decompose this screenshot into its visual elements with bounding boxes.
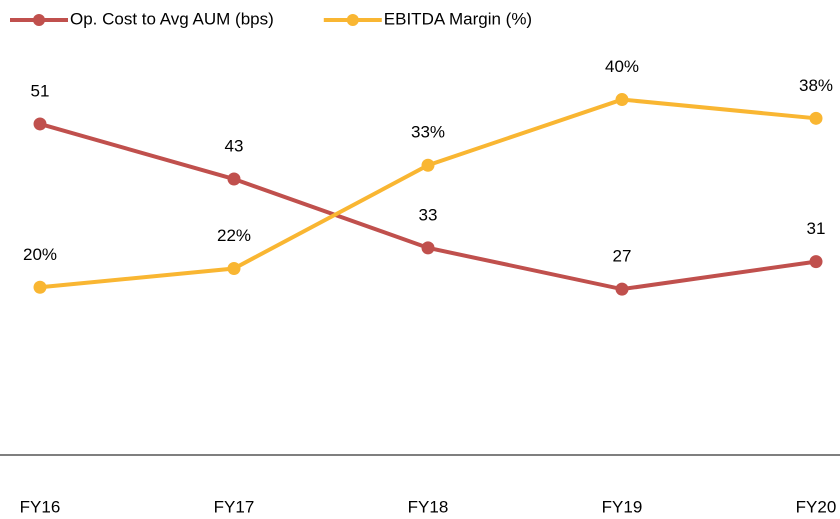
x-tick-label: FY20 [796,497,837,516]
point [421,158,435,172]
data-label: 20% [23,245,57,264]
point [809,111,823,125]
data-label: 33% [411,123,445,142]
legend-marker [33,14,45,26]
data-label: 31 [807,219,826,238]
legend-label: EBITDA Margin (%) [384,9,532,28]
x-tick-label: FY19 [602,497,643,516]
data-label: 38% [799,76,833,95]
data-label: 33 [419,205,438,224]
point [33,280,47,294]
data-label: 51 [31,81,50,100]
x-tick-label: FY18 [408,497,449,516]
data-label: 22% [217,226,251,245]
data-label: 40% [605,57,639,76]
point [615,282,629,296]
x-tick-label: FY17 [214,497,255,516]
legend-marker [346,14,359,26]
point [227,172,241,186]
x-tick-label: FY16 [20,497,61,516]
legend-label: Op. Cost to Avg AUM (bps) [70,9,274,28]
point [421,241,435,255]
point [227,262,241,275]
point [33,117,47,131]
point [809,255,823,269]
point [615,93,629,107]
data-label: 27 [613,247,632,266]
data-label: 43 [225,137,244,156]
